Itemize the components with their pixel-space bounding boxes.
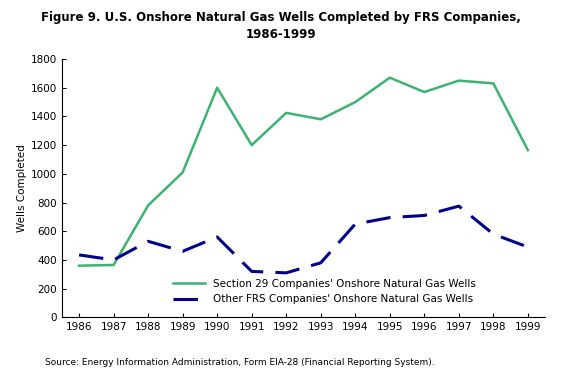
Other FRS Companies' Onshore Natural Gas Wells bbox=[455, 204, 462, 208]
Other FRS Companies' Onshore Natural Gas Wells bbox=[179, 249, 186, 254]
Other FRS Companies' Onshore Natural Gas Wells bbox=[421, 213, 428, 218]
Section 29 Companies' Onshore Natural Gas Wells bbox=[455, 78, 462, 83]
Section 29 Companies' Onshore Natural Gas Wells bbox=[524, 148, 531, 152]
Section 29 Companies' Onshore Natural Gas Wells bbox=[283, 111, 289, 115]
Section 29 Companies' Onshore Natural Gas Wells bbox=[110, 263, 117, 267]
Section 29 Companies' Onshore Natural Gas Wells bbox=[318, 117, 324, 121]
Other FRS Companies' Onshore Natural Gas Wells bbox=[352, 222, 359, 226]
Section 29 Companies' Onshore Natural Gas Wells bbox=[352, 100, 359, 104]
Section 29 Companies' Onshore Natural Gas Wells bbox=[145, 203, 152, 208]
Other FRS Companies' Onshore Natural Gas Wells bbox=[76, 253, 83, 257]
Other FRS Companies' Onshore Natural Gas Wells bbox=[214, 235, 220, 239]
Other FRS Companies' Onshore Natural Gas Wells bbox=[318, 261, 324, 265]
Y-axis label: Wells Completed: Wells Completed bbox=[16, 144, 26, 232]
Other FRS Companies' Onshore Natural Gas Wells bbox=[490, 232, 497, 236]
Other FRS Companies' Onshore Natural Gas Wells bbox=[283, 270, 289, 275]
Other FRS Companies' Onshore Natural Gas Wells bbox=[524, 245, 531, 249]
Section 29 Companies' Onshore Natural Gas Wells bbox=[179, 170, 186, 175]
Line: Other FRS Companies' Onshore Natural Gas Wells: Other FRS Companies' Onshore Natural Gas… bbox=[79, 206, 528, 273]
Other FRS Companies' Onshore Natural Gas Wells bbox=[248, 269, 255, 274]
Line: Section 29 Companies' Onshore Natural Gas Wells: Section 29 Companies' Onshore Natural Ga… bbox=[79, 78, 528, 266]
Other FRS Companies' Onshore Natural Gas Wells bbox=[387, 215, 393, 220]
Section 29 Companies' Onshore Natural Gas Wells bbox=[421, 90, 428, 94]
Other FRS Companies' Onshore Natural Gas Wells bbox=[110, 258, 117, 262]
Text: Figure 9. U.S. Onshore Natural Gas Wells Completed by FRS Companies,
1986-1999: Figure 9. U.S. Onshore Natural Gas Wells… bbox=[41, 11, 521, 41]
Legend: Section 29 Companies' Onshore Natural Gas Wells, Other FRS Companies' Onshore Na: Section 29 Companies' Onshore Natural Ga… bbox=[173, 279, 476, 304]
Section 29 Companies' Onshore Natural Gas Wells bbox=[248, 143, 255, 147]
Section 29 Companies' Onshore Natural Gas Wells bbox=[76, 263, 83, 268]
Section 29 Companies' Onshore Natural Gas Wells bbox=[214, 86, 220, 90]
Text: Source: Energy Information Administration, Form EIA-28 (Financial Reporting Syst: Source: Energy Information Administratio… bbox=[45, 358, 434, 367]
Section 29 Companies' Onshore Natural Gas Wells bbox=[490, 81, 497, 86]
Other FRS Companies' Onshore Natural Gas Wells bbox=[145, 239, 152, 244]
Section 29 Companies' Onshore Natural Gas Wells bbox=[387, 76, 393, 80]
